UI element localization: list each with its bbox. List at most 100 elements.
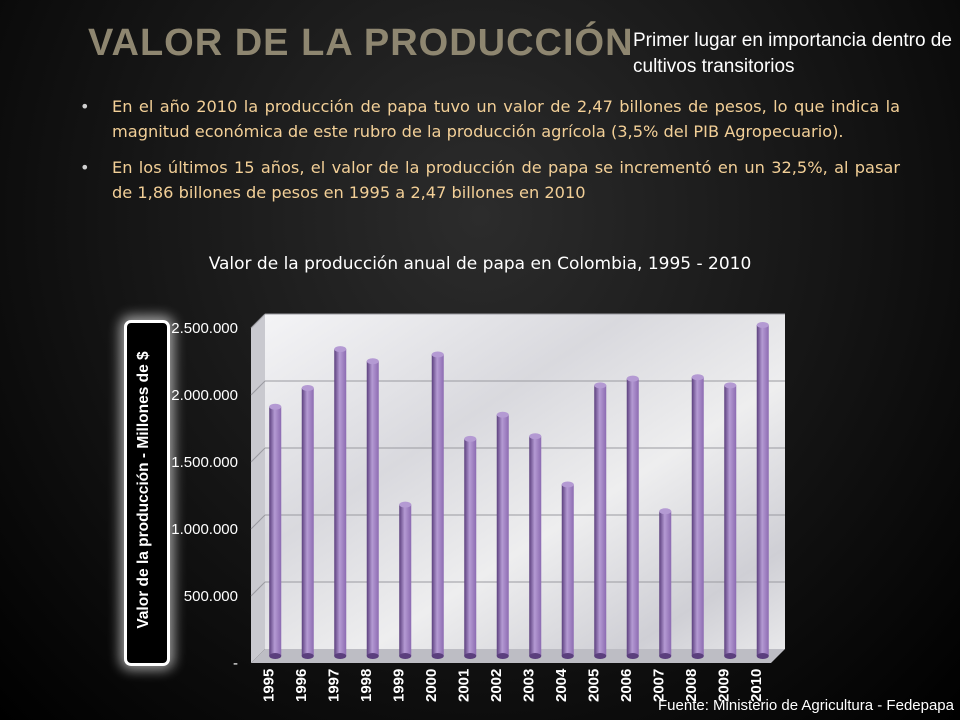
x-tick-label: 1998 [358, 669, 375, 702]
source-note: Fuente: Ministerio de Agricultura - Fede… [658, 697, 954, 714]
bar-body [464, 438, 477, 656]
bullet-item: • En los últimos 15 años, el valor de la … [80, 155, 900, 205]
y-axis-label-box [124, 320, 170, 666]
x-tick-label: 2003 [520, 669, 537, 702]
bar [724, 382, 737, 659]
bar-body [496, 414, 509, 656]
bar-base [301, 653, 314, 659]
x-tick-label: 2000 [423, 669, 440, 702]
bars [269, 322, 769, 659]
bar-cap [561, 481, 574, 488]
bar-cap [626, 375, 639, 382]
bar [496, 411, 509, 659]
x-tick-label: 1997 [325, 669, 342, 702]
bar [756, 322, 769, 659]
bar-body [399, 504, 412, 656]
bar-base [269, 653, 282, 659]
bar-cap [659, 508, 672, 515]
y-tick-label: - [233, 655, 238, 672]
plot-floor [251, 649, 785, 663]
bar [301, 385, 314, 659]
bar [464, 435, 477, 659]
bar-body [626, 378, 639, 656]
bar-body [724, 385, 737, 656]
bar-base [366, 653, 379, 659]
gridline-side [250, 447, 266, 463]
bar-base [691, 653, 704, 659]
x-tick-label: 2002 [488, 669, 505, 702]
bar-base [756, 653, 769, 659]
bar-cap [269, 403, 282, 410]
y-tick-label: 2.000.000 [171, 387, 238, 404]
bar-body [269, 406, 282, 656]
x-tick-label: 2004 [553, 668, 570, 702]
bar-body [529, 436, 542, 656]
x-tick-label: 2009 [715, 669, 732, 702]
gridline-side [250, 581, 266, 597]
bar-base [659, 653, 672, 659]
gridline-side [250, 514, 266, 530]
x-tick-label: 1999 [390, 669, 407, 702]
bar-cap [594, 382, 607, 389]
bar-cap [431, 351, 444, 358]
bar-body [691, 377, 704, 656]
bar [431, 351, 444, 659]
bar-base [561, 653, 574, 659]
bar [269, 403, 282, 659]
bar-base [334, 653, 347, 659]
y-axis-ticks: - 500.000 1.000.000 1.500.000 2.000.000 2.500… [171, 320, 238, 672]
bar [399, 501, 412, 659]
bullet-icon: • [80, 158, 90, 177]
bar [626, 375, 639, 659]
bar [659, 508, 672, 659]
bullet-text: En el año 2010 la producción de papa tuv… [112, 97, 900, 141]
x-tick-label: 2007 [650, 669, 667, 702]
gridline-side [250, 380, 266, 396]
x-axis-ticks: 1995 1996 1997 1998 1999 2000 2001 2002 2003 2004… [260, 668, 765, 702]
y-tick-label: 2.500.000 [171, 320, 238, 337]
chart-title: Valor de la producción anual de papa en … [208, 254, 752, 274]
bar-base [529, 653, 542, 659]
bar [366, 358, 379, 659]
x-tick-label: 2005 [585, 669, 602, 702]
bar-base [626, 653, 639, 659]
bar-cap [529, 433, 542, 440]
importance-note: Primer lugar en importancia dentro de cu… [633, 30, 952, 77]
bullet-list: • En el año 2010 la producción de papa tu… [80, 94, 900, 216]
y-tick-label: 1.000.000 [171, 521, 238, 538]
bar [691, 374, 704, 659]
bar-body [561, 484, 574, 656]
bar-body [756, 325, 769, 656]
y-tick-label: 1.500.000 [171, 454, 238, 471]
bullet-icon: • [80, 97, 90, 116]
plot-background [251, 314, 785, 663]
bar-cap [464, 435, 477, 442]
bar-cap [691, 374, 704, 381]
bar-base [431, 653, 444, 659]
bar-base [724, 653, 737, 659]
bar-base [464, 653, 477, 659]
plot-side-wall [251, 314, 265, 663]
bullet-text: En los últimos 15 años, el valor de la p… [112, 158, 900, 202]
bar [529, 433, 542, 659]
bar-cap [724, 382, 737, 389]
bar-base [594, 653, 607, 659]
bar [334, 346, 347, 659]
slide-title: VALOR DE LA PRODUCCIÓN [88, 22, 634, 64]
y-tick-label: 500.000 [184, 588, 238, 605]
bar-body [659, 511, 672, 656]
x-tick-label: 1996 [293, 669, 310, 702]
bar-base [399, 653, 412, 659]
x-tick-label: 2001 [455, 669, 472, 702]
bullet-item: • En el año 2010 la producción de papa tu… [80, 94, 900, 144]
bar-body [334, 349, 347, 656]
bar-cap [334, 346, 347, 353]
bar [561, 481, 574, 659]
bar-cap [399, 501, 412, 508]
bar [594, 382, 607, 659]
bar-cap [756, 322, 769, 329]
bar-body [594, 385, 607, 656]
bar-cap [366, 358, 379, 365]
x-tick-label: 2010 [748, 669, 765, 702]
